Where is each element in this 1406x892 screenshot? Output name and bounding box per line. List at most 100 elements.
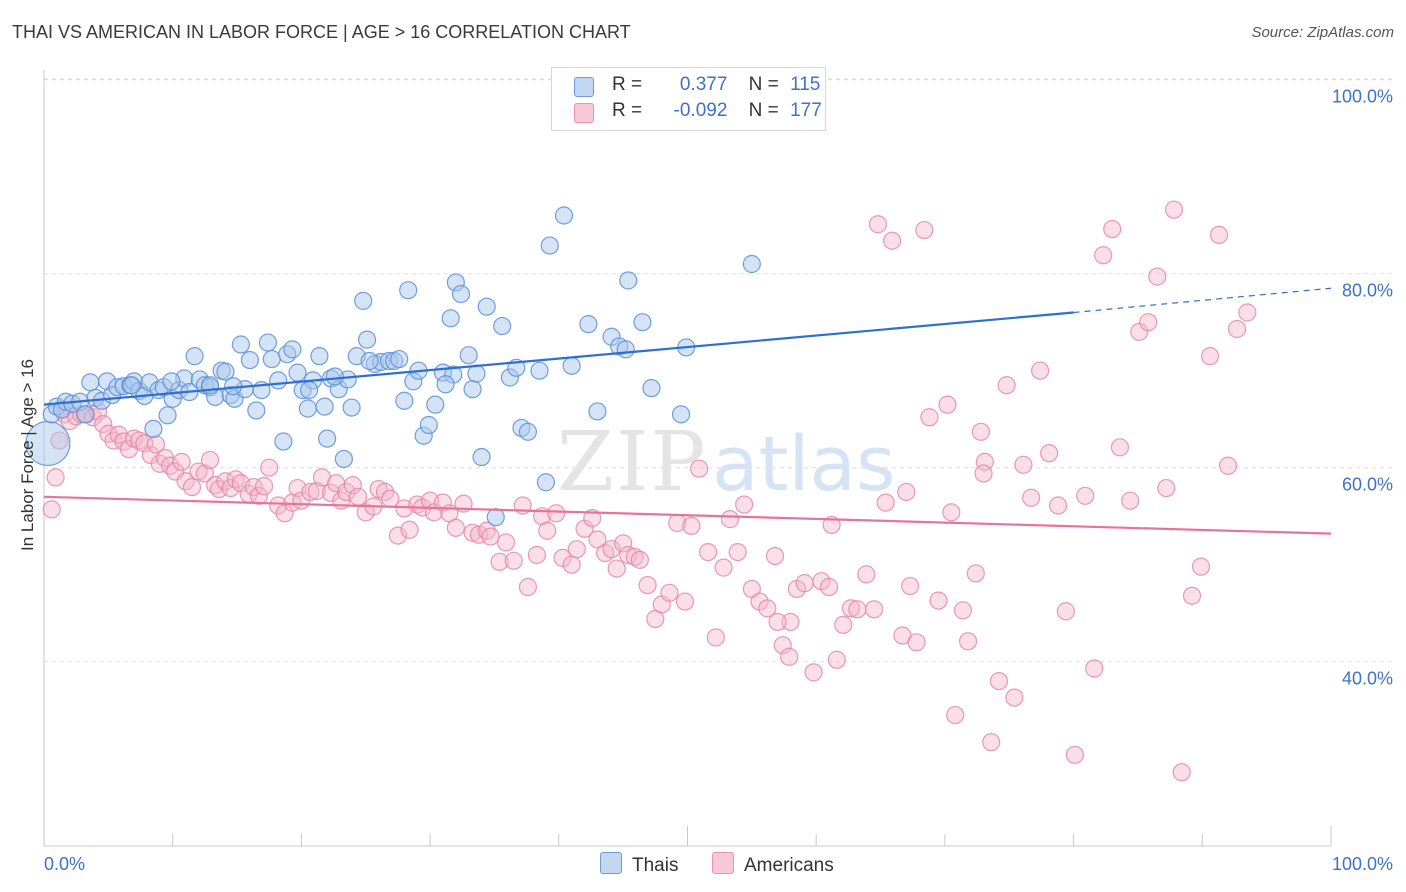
american-point (1094, 246, 1113, 265)
american-point (172, 452, 191, 471)
americans-legend-swatch (712, 852, 734, 874)
american-point (1022, 488, 1041, 507)
thai-point (633, 313, 652, 332)
thai-point (216, 362, 235, 381)
american-point (1139, 313, 1158, 332)
american-point (614, 534, 633, 553)
american-point (1191, 557, 1211, 576)
thai-point (399, 281, 418, 300)
thai-point (493, 316, 512, 336)
thai-point (240, 350, 260, 370)
legend-text-americans: R = -0.092 N = 177 (612, 100, 822, 122)
american-point (42, 500, 61, 519)
thai-point (269, 371, 288, 390)
correlation-legend: R = 0.377 N = 115 R = -0.092 N = 177 (551, 67, 826, 131)
chart-title: THAI VS AMERICAN IN LABOR FORCE | AGE > … (12, 22, 631, 42)
thai-point (288, 363, 307, 382)
american-point (200, 450, 220, 470)
americans-legend-label: Americans (744, 855, 834, 876)
american-point (848, 600, 867, 619)
thai-point (315, 397, 334, 416)
american-point (706, 628, 725, 647)
y-tick-label: 40.0% (1342, 669, 1393, 689)
thai-point (395, 391, 414, 410)
thai-point (554, 206, 574, 225)
american-point (625, 547, 644, 567)
american-point (348, 487, 368, 506)
american-point (1031, 361, 1050, 380)
n-value-americans: 177 (790, 100, 822, 121)
thai-point (518, 422, 538, 441)
thai-point (616, 340, 635, 359)
american-point (249, 486, 269, 505)
thais-trendline-extension (1073, 287, 1332, 314)
thai-point (81, 373, 100, 392)
american-point (1065, 745, 1084, 764)
american-point (553, 548, 572, 568)
american-point (857, 565, 876, 584)
american-point (714, 558, 733, 577)
thai-point (357, 330, 377, 349)
thais-trendline (43, 311, 1074, 406)
y-tick-label: 60.0% (1342, 475, 1393, 495)
american-point (538, 521, 557, 540)
american-point (795, 574, 814, 593)
thai-point (283, 340, 302, 359)
watermark-atlas: atlas (712, 419, 896, 508)
americans-trendline (43, 495, 1332, 535)
american-point (920, 408, 939, 427)
american-point (189, 462, 208, 481)
thai-point (436, 375, 455, 394)
thai-point (162, 372, 181, 391)
american-point (433, 493, 453, 512)
american-point (547, 504, 566, 523)
american-point (750, 592, 769, 611)
r-value-thais: 0.377 (679, 74, 728, 95)
r-value-americans: -0.092 (673, 100, 728, 121)
american-point (562, 555, 581, 574)
american-point (463, 523, 482, 542)
american-point (822, 515, 841, 535)
american-point (958, 632, 978, 651)
american-point (1164, 200, 1184, 219)
thai-point (144, 419, 163, 438)
american-point (1148, 267, 1167, 286)
thai-point (530, 361, 549, 380)
thai-point (562, 356, 581, 375)
thai-point (486, 508, 505, 527)
american-point (607, 559, 626, 578)
american-point (46, 468, 65, 487)
thai-point (419, 415, 438, 435)
thai-point (334, 449, 353, 469)
thai-point (477, 297, 496, 316)
american-point (1076, 486, 1095, 505)
american-point (195, 464, 214, 483)
american-point (1157, 478, 1176, 498)
american-point (982, 733, 1001, 752)
american-point (1209, 225, 1229, 244)
x-tick-label: 100.0% (1332, 854, 1393, 874)
thai-point (325, 367, 344, 386)
american-point (929, 591, 948, 610)
thai-point (390, 349, 409, 369)
american-point (1218, 456, 1238, 475)
thai-point (579, 315, 598, 334)
american-point (675, 592, 695, 611)
american-point (638, 575, 657, 595)
american-point (819, 577, 839, 597)
watermark: ZIP atlas (557, 415, 896, 510)
american-point (660, 583, 679, 602)
bottom-legend-thais: Thais (600, 852, 678, 877)
american-point (841, 599, 861, 618)
thais-legend-swatch (600, 852, 622, 874)
american-point (1085, 659, 1104, 678)
thai-point (342, 398, 361, 417)
thai-point (467, 364, 486, 383)
american-point (388, 526, 408, 545)
american-point (966, 564, 985, 583)
american-point (865, 600, 884, 619)
thai-point (122, 376, 141, 395)
american-point (1227, 319, 1247, 339)
american-point (1056, 602, 1075, 621)
